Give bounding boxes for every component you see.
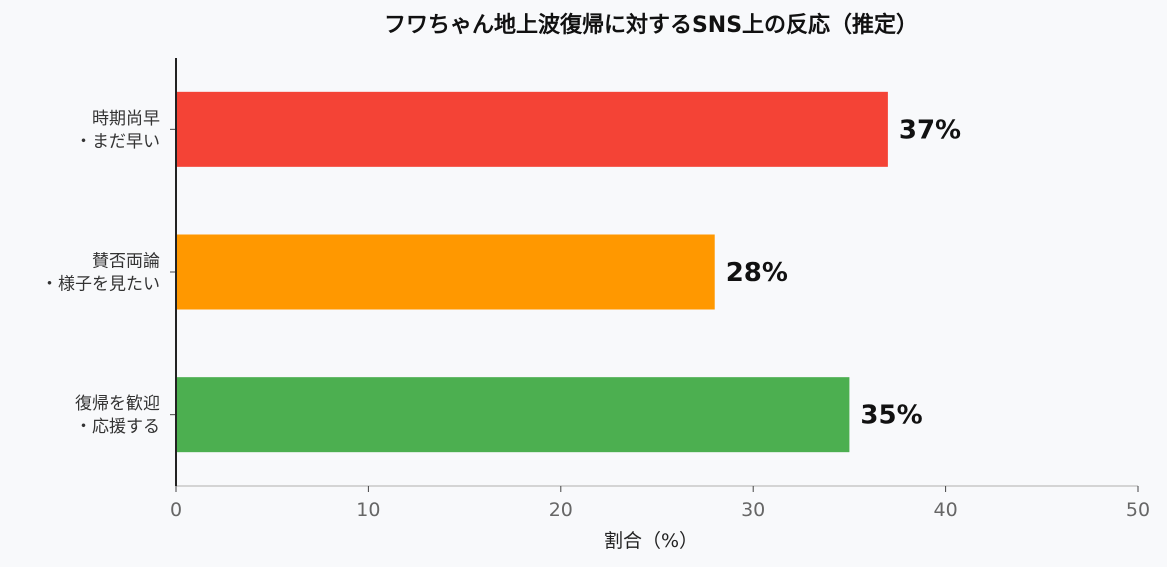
data-label: 35% — [860, 401, 922, 431]
x-tick-label: 20 — [549, 499, 573, 521]
x-axis-label: 割合（%） — [604, 530, 698, 552]
x-tick-label: 30 — [741, 499, 765, 521]
bar — [176, 377, 850, 453]
plot-area: 0 10 20 30 40 50 37% 時期尚早・まだ早い 28% 賛否両論・様子を見たい 35%… — [41, 58, 1150, 521]
category-label: 復帰を歓迎 — [75, 394, 160, 414]
category-label: 時期尚早 — [92, 109, 160, 129]
data-label: 28% — [726, 258, 788, 288]
data-label: 37% — [899, 115, 961, 145]
chart-title: フワちゃん地上波復帰に対するSNS上の反応（推定） — [384, 12, 918, 38]
category-label: 賛否両論 — [92, 252, 160, 272]
category-label: ・様子を見たい — [41, 275, 160, 295]
bar — [176, 91, 888, 167]
category-label: ・まだ早い — [75, 132, 160, 152]
bar — [176, 234, 715, 310]
x-tick-label: 10 — [356, 499, 380, 521]
x-tick-label: 40 — [934, 499, 958, 521]
x-tick-label: 0 — [170, 499, 182, 521]
category-label: ・応援する — [75, 417, 160, 437]
x-tick-label: 50 — [1126, 499, 1150, 521]
